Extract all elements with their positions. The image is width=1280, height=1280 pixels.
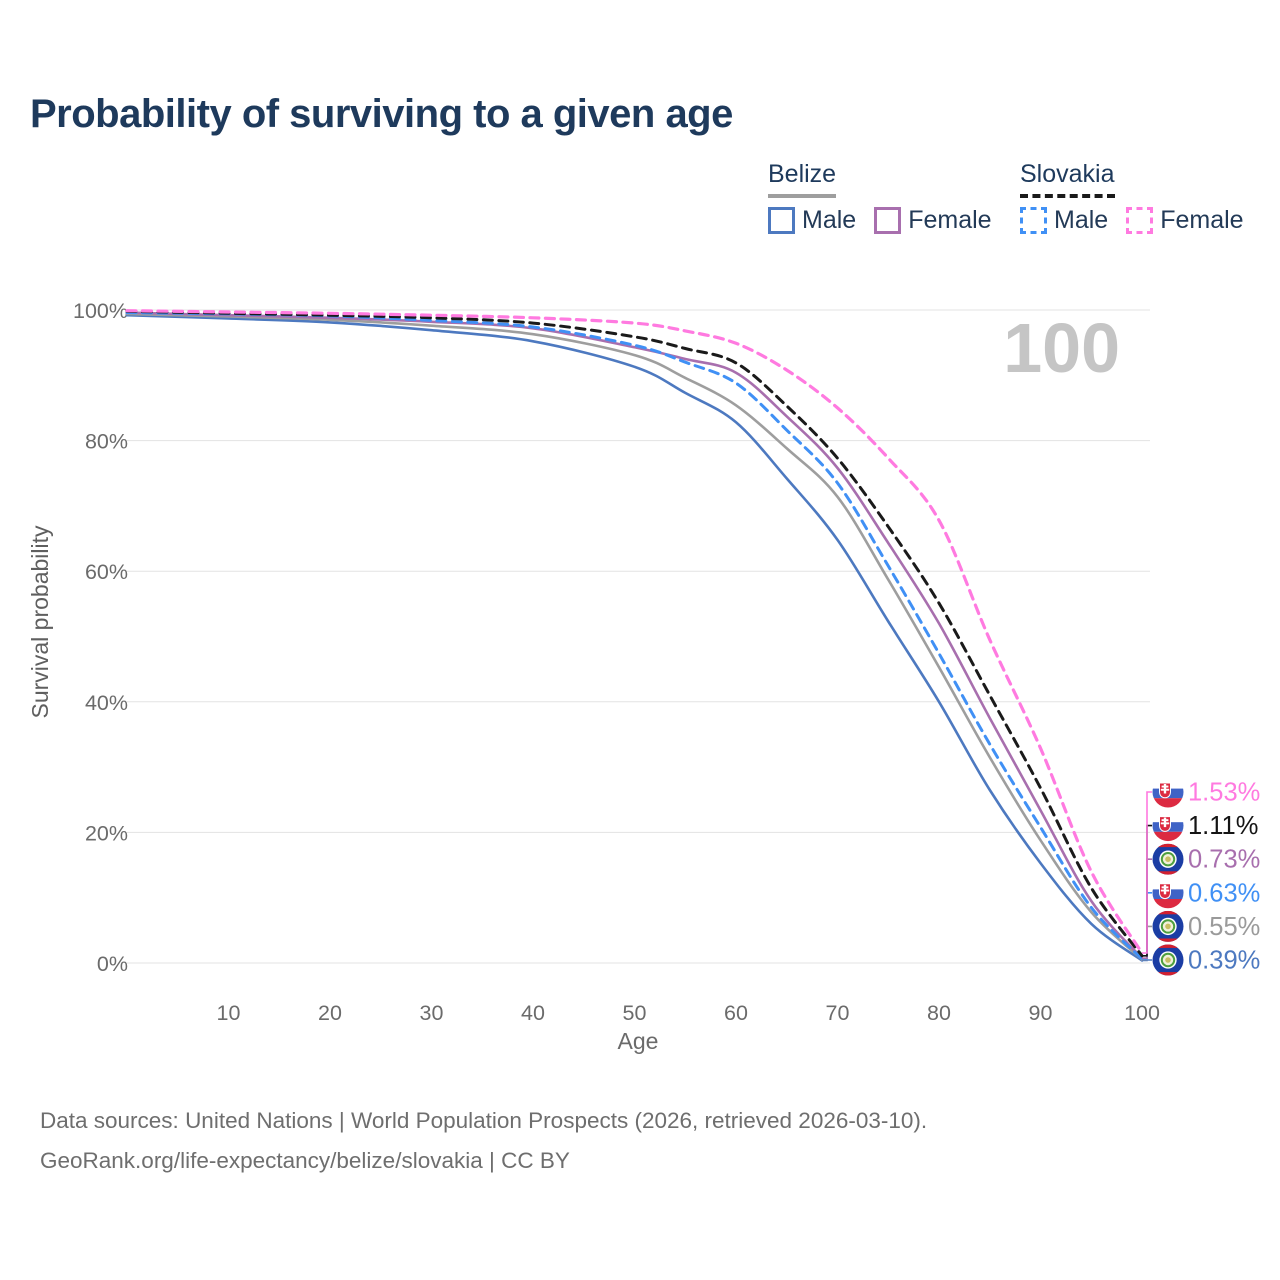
legend-item-slovakia-male[interactable]: Male	[1020, 206, 1108, 235]
curve-belize-total[interactable]	[125, 312, 1144, 961]
x-tick-label: 70	[826, 1001, 850, 1025]
end-value-label: 0.63%	[1188, 879, 1260, 907]
curve-slovakia-total[interactable]	[125, 309, 1144, 958]
end-label-belize-male[interactable]: 0.39%	[1142, 944, 1260, 976]
legend-swatch-belize-female	[874, 207, 902, 234]
y-tick-label: 0%	[97, 952, 128, 976]
legend-country-label: Belize	[768, 160, 837, 198]
x-tick-label: 20	[318, 1001, 342, 1025]
belize-flag-icon	[1152, 843, 1184, 875]
legend-item-label: Female	[1160, 206, 1244, 234]
x-tick-label: 30	[420, 1001, 444, 1025]
x-tick-label: 80	[927, 1001, 951, 1025]
legend-group-belize: Belize Male Female	[768, 160, 1000, 235]
curve-slovakia-female[interactable]	[125, 309, 1144, 955]
y-tick-label: 100%	[73, 299, 128, 323]
x-tick-label: 90	[1029, 1001, 1053, 1025]
age-watermark: 100	[1003, 309, 1120, 387]
x-tick-label: 10	[217, 1001, 241, 1025]
legend-item-label: Female	[908, 206, 992, 234]
legend-item-belize-male[interactable]: Male	[768, 206, 856, 235]
x-axis-title: Age	[618, 1028, 659, 1054]
end-value-label: 1.11%	[1188, 812, 1258, 840]
y-tick-label: 80%	[85, 430, 128, 454]
end-label-slovakia-total[interactable]: 1.11%	[1142, 810, 1258, 957]
x-tick-label: 60	[724, 1001, 748, 1025]
end-value-label: 1.53%	[1188, 779, 1260, 807]
legend-swatch-slovakia-female	[1126, 207, 1154, 234]
slovakia-flag-icon	[1152, 877, 1184, 909]
y-tick-label: 40%	[85, 691, 128, 715]
slovakia-flag-icon	[1152, 776, 1184, 808]
end-label-belize-total[interactable]: 0.55%	[1142, 910, 1260, 961]
leader-line	[1142, 959, 1152, 962]
belize-flag-icon	[1152, 910, 1184, 942]
curve-slovakia-male[interactable]	[125, 311, 1144, 961]
x-tick-label: 40	[521, 1001, 545, 1025]
legend-swatch-slovakia-male	[1020, 207, 1047, 234]
end-value-label: 0.39%	[1188, 947, 1260, 975]
end-label-belize-female[interactable]: 0.73%	[1142, 843, 1260, 959]
legend: Belize Male Female Slovakia Male Female	[0, 160, 1280, 245]
legend-swatch-belize-male	[768, 207, 795, 234]
source-link[interactable]: GeoRank.org/life-expectancy/belize/slova…	[40, 1148, 570, 1173]
y-tick-label: 60%	[85, 560, 128, 584]
belize-flag-icon	[1152, 944, 1184, 976]
y-axis-title: Survival probability	[27, 525, 53, 719]
page-title: Probability of surviving to a given age	[30, 92, 733, 136]
curve-belize-male[interactable]	[125, 313, 1144, 962]
end-value-label: 0.73%	[1188, 846, 1260, 874]
y-tick-label: 20%	[85, 821, 128, 845]
legend-item-label: Male	[802, 206, 857, 234]
legend-item-label: Male	[1054, 206, 1109, 234]
curve-belize-female[interactable]	[125, 311, 1144, 960]
x-tick-label: 50	[623, 1001, 647, 1025]
data-sources-note: Data sources: United Nations | World Pop…	[40, 1108, 928, 1133]
legend-group-slovakia: Slovakia Male Female	[1020, 160, 1252, 235]
end-value-label: 0.55%	[1188, 913, 1260, 941]
legend-country-label: Slovakia	[1020, 160, 1115, 198]
leader-line	[1142, 791, 1152, 954]
legend-item-belize-female[interactable]: Female	[874, 206, 992, 235]
end-label-slovakia-female[interactable]: 1.53%	[1142, 776, 1260, 954]
slovakia-flag-icon	[1152, 810, 1184, 842]
x-tick-label: 100	[1124, 1001, 1160, 1025]
legend-item-slovakia-female[interactable]: Female	[1126, 206, 1244, 235]
